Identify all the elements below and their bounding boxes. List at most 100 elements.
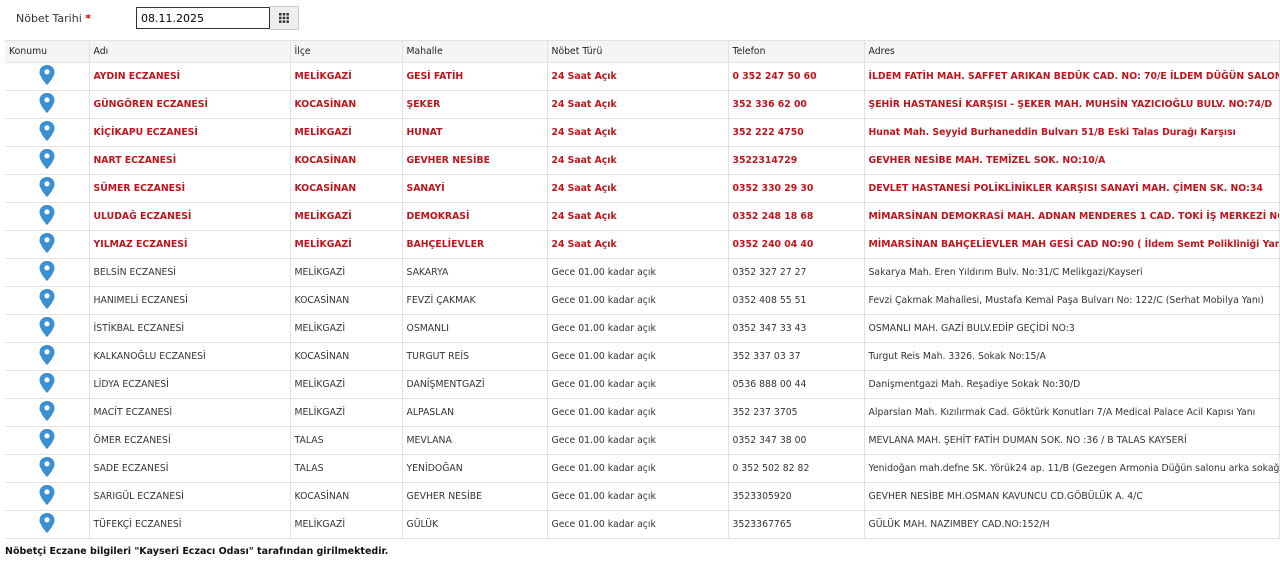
location-cell[interactable] bbox=[5, 118, 90, 147]
header-telefon: Telefon bbox=[728, 40, 865, 63]
pharmacy-name: NART ECZANESİ bbox=[89, 146, 291, 175]
map-pin-icon[interactable] bbox=[39, 261, 55, 281]
phone: 352 222 4750 bbox=[728, 118, 865, 147]
phone: 3523305920 bbox=[728, 482, 865, 511]
footer-note: Nöbetçi Eczane bilgileri "Kayseri Eczacı… bbox=[5, 546, 389, 557]
neighborhood: GEVHER NESİBE bbox=[402, 146, 548, 175]
district: KOCASİNAN bbox=[290, 174, 403, 203]
table-row: KİÇİKAPU ECZANESİ MELİKGAZİ HUNAT 24 Saat A… bbox=[5, 118, 1280, 147]
header-mahalle: Mahalle bbox=[402, 40, 548, 63]
address: İLDEM FATİH MAH. SAFFET ARIKAN BEDÜK CAD… bbox=[864, 62, 1280, 91]
table-row: AYDIN ECZANESİ MELİKGAZİ GESİ FATİH 24 Saat… bbox=[5, 62, 1280, 91]
duty-type: Gece 01.00 kadar açık bbox=[547, 482, 729, 511]
calendar-button[interactable] bbox=[270, 6, 299, 30]
location-cell[interactable] bbox=[5, 90, 90, 119]
duty-type: Gece 01.00 kadar açık bbox=[547, 258, 729, 287]
duty-type: Gece 01.00 kadar açık bbox=[547, 370, 729, 399]
neighborhood: YENİDOĞAN bbox=[402, 454, 548, 483]
address: GÜLÜK MAH. NAZIMBEY CAD.NO:152/H bbox=[864, 510, 1280, 539]
location-cell[interactable] bbox=[5, 202, 90, 231]
neighborhood: ŞEKER bbox=[402, 90, 548, 119]
map-pin-icon[interactable] bbox=[39, 177, 55, 197]
phone: 0352 248 18 68 bbox=[728, 202, 865, 231]
location-cell[interactable] bbox=[5, 482, 90, 511]
location-cell[interactable] bbox=[5, 398, 90, 427]
location-cell[interactable] bbox=[5, 146, 90, 175]
phone: 0352 408 55 51 bbox=[728, 286, 865, 315]
address: OSMANLI MAH. GAZİ BULV.EDİP GEÇİDİ NO:3 bbox=[864, 314, 1280, 343]
duty-type: 24 Saat Açık bbox=[547, 174, 729, 203]
location-cell[interactable] bbox=[5, 174, 90, 203]
neighborhood: OSMANLI bbox=[402, 314, 548, 343]
table-row: ULUDAĞ ECZANESİ MELİKGAZİ DEMOKRASİ 24 Saat… bbox=[5, 202, 1280, 231]
table-row: YILMAZ ECZANESİ MELİKGAZİ BAHÇELİEVLER 24 S… bbox=[5, 230, 1280, 259]
location-cell[interactable] bbox=[5, 426, 90, 455]
map-pin-icon[interactable] bbox=[39, 485, 55, 505]
location-cell[interactable] bbox=[5, 454, 90, 483]
duty-type: Gece 01.00 kadar açık bbox=[547, 426, 729, 455]
pharmacy-name: MACİT ECZANESİ bbox=[89, 398, 291, 427]
duty-type: 24 Saat Açık bbox=[547, 230, 729, 259]
location-cell[interactable] bbox=[5, 314, 90, 343]
duty-type: Gece 01.00 kadar açık bbox=[547, 398, 729, 427]
table-row: SARIGÜL ECZANESİ KOCASİNAN GEVHER NESİBE Ge… bbox=[5, 482, 1280, 511]
map-pin-icon[interactable] bbox=[39, 65, 55, 85]
map-pin-icon[interactable] bbox=[39, 429, 55, 449]
neighborhood: GEVHER NESİBE bbox=[402, 482, 548, 511]
neighborhood: SANAYİ bbox=[402, 174, 548, 203]
district: MELİKGAZİ bbox=[290, 258, 403, 287]
pharmacy-name: HANIMELİ ECZANESİ bbox=[89, 286, 291, 315]
address: Turgut Reis Mah. 3326. Sokak No:15/A bbox=[864, 342, 1280, 371]
phone: 0352 240 04 40 bbox=[728, 230, 865, 259]
district: MELİKGAZİ bbox=[290, 230, 403, 259]
address: GEVHER NESİBE MH.OSMAN KAVUNCU CD.GÖBÜLÜ… bbox=[864, 482, 1280, 511]
phone: 352 336 62 00 bbox=[728, 90, 865, 119]
address: Danişmentgazi Mah. Reşadiye Sokak No:30/… bbox=[864, 370, 1280, 399]
pharmacy-name: KİÇİKAPU ECZANESİ bbox=[89, 118, 291, 147]
map-pin-icon[interactable] bbox=[39, 121, 55, 141]
location-cell[interactable] bbox=[5, 342, 90, 371]
phone: 3523367765 bbox=[728, 510, 865, 539]
neighborhood: GÜLÜK bbox=[402, 510, 548, 539]
map-pin-icon[interactable] bbox=[39, 401, 55, 421]
map-pin-icon[interactable] bbox=[39, 345, 55, 365]
map-pin-icon[interactable] bbox=[39, 233, 55, 253]
pharmacy-name: KALKANOĞLU ECZANESİ bbox=[89, 342, 291, 371]
calendar-grid-icon bbox=[279, 13, 289, 23]
map-pin-icon[interactable] bbox=[39, 205, 55, 225]
duty-type: Gece 01.00 kadar açık bbox=[547, 510, 729, 539]
header-ilce: İlçe bbox=[290, 40, 403, 63]
pharmacy-name: BELSİN ECZANESİ bbox=[89, 258, 291, 287]
location-cell[interactable] bbox=[5, 510, 90, 539]
map-pin-icon[interactable] bbox=[39, 149, 55, 169]
neighborhood: ALPASLAN bbox=[402, 398, 548, 427]
map-pin-icon[interactable] bbox=[39, 513, 55, 533]
table-row: İSTİKBAL ECZANESİ MELİKGAZİ OSMANLI Gece 01… bbox=[5, 314, 1280, 343]
location-cell[interactable] bbox=[5, 62, 90, 91]
location-cell[interactable] bbox=[5, 370, 90, 399]
pharmacy-name: İSTİKBAL ECZANESİ bbox=[89, 314, 291, 343]
map-pin-icon[interactable] bbox=[39, 289, 55, 309]
pharmacy-table: Konumu Adı İlçe Mahalle Nöbet Türü Telef… bbox=[5, 40, 1280, 539]
location-cell[interactable] bbox=[5, 258, 90, 287]
date-input[interactable] bbox=[136, 7, 270, 29]
map-pin-icon[interactable] bbox=[39, 317, 55, 337]
neighborhood: HUNAT bbox=[402, 118, 548, 147]
map-pin-icon[interactable] bbox=[39, 373, 55, 393]
location-cell[interactable] bbox=[5, 286, 90, 315]
pharmacy-name: ÖMER ECZANESİ bbox=[89, 426, 291, 455]
address: MİMARSİNAN BAHÇELİEVLER MAH GESİ CAD NO:… bbox=[864, 230, 1280, 259]
map-pin-icon[interactable] bbox=[39, 457, 55, 477]
neighborhood: TURGUT REİS bbox=[402, 342, 548, 371]
table-row: GÜNGÖREN ECZANESİ KOCASİNAN ŞEKER 24 Saat A… bbox=[5, 90, 1280, 119]
address: ŞEHİR HASTANESİ KARŞISI - ŞEKER MAH. MUH… bbox=[864, 90, 1280, 119]
district: MELİKGAZİ bbox=[290, 118, 403, 147]
phone: 352 237 3705 bbox=[728, 398, 865, 427]
pharmacy-name: YILMAZ ECZANESİ bbox=[89, 230, 291, 259]
duty-type: Gece 01.00 kadar açık bbox=[547, 314, 729, 343]
location-cell[interactable] bbox=[5, 230, 90, 259]
district: MELİKGAZİ bbox=[290, 510, 403, 539]
duty-type: 24 Saat Açık bbox=[547, 62, 729, 91]
map-pin-icon[interactable] bbox=[39, 93, 55, 113]
district: KOCASİNAN bbox=[290, 90, 403, 119]
